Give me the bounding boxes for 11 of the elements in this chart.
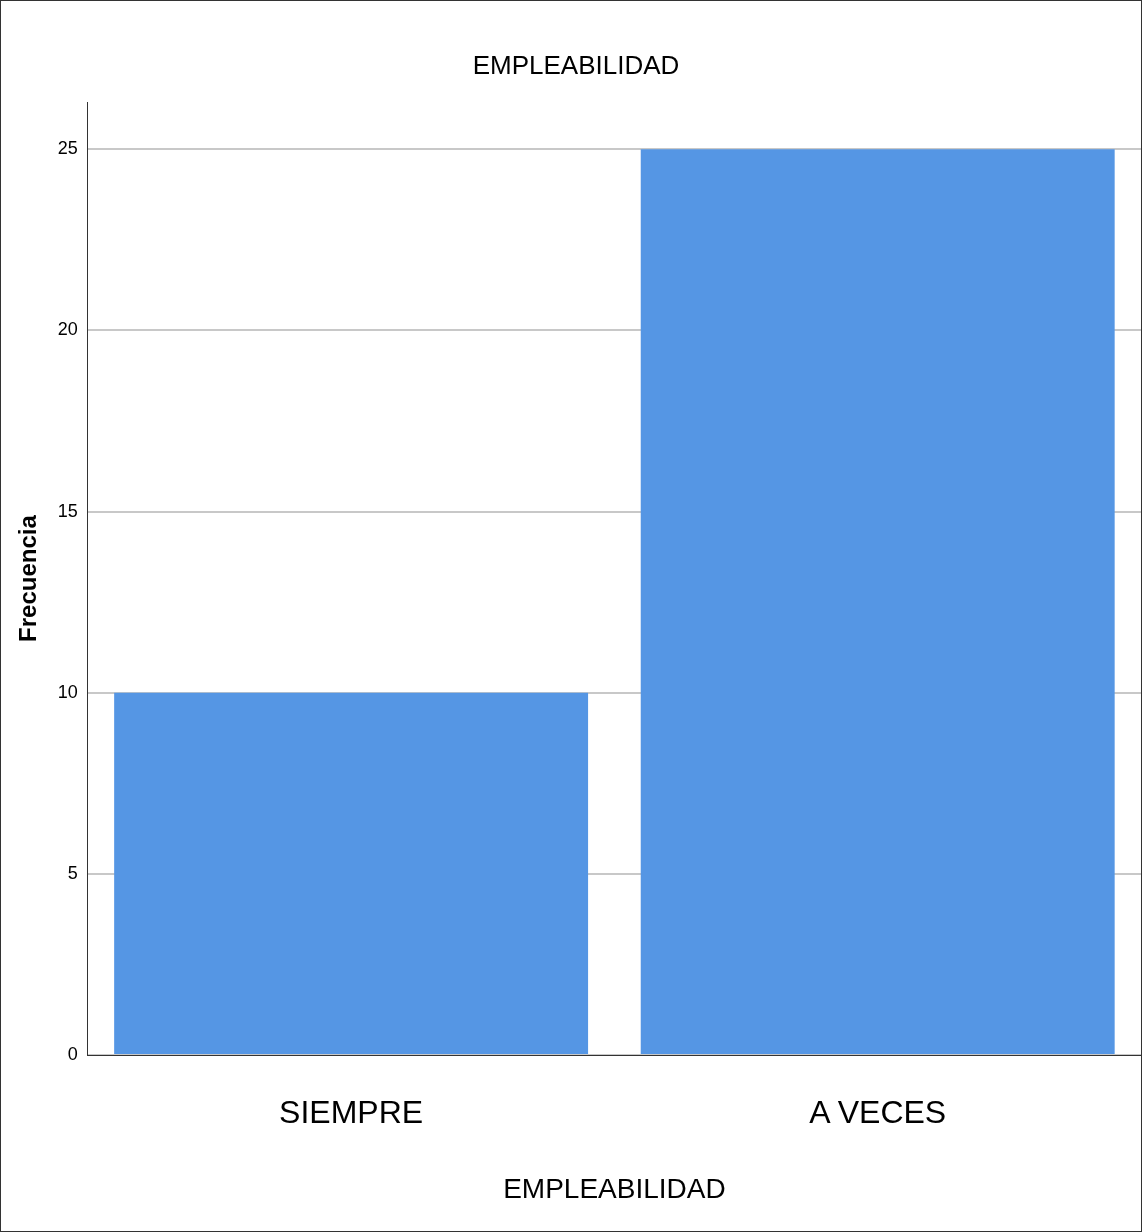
y-tick-label: 20 bbox=[57, 319, 78, 340]
x-axis-title: EMPLEABILIDAD bbox=[503, 1172, 726, 1204]
chart-title: EMPLEABILIDAD bbox=[472, 49, 680, 80]
y-tick-label: 15 bbox=[57, 500, 78, 521]
y-tick-label: 25 bbox=[57, 138, 78, 159]
y-tick-label: 10 bbox=[57, 681, 78, 702]
y-axis-title: Frecuencia bbox=[14, 514, 42, 642]
x-tick-label: A VECES bbox=[809, 1094, 947, 1131]
x-tick-label: SIEMPRE bbox=[279, 1094, 424, 1131]
y-tick-label: 5 bbox=[67, 862, 78, 883]
y-tick-label: 0 bbox=[67, 1043, 78, 1064]
